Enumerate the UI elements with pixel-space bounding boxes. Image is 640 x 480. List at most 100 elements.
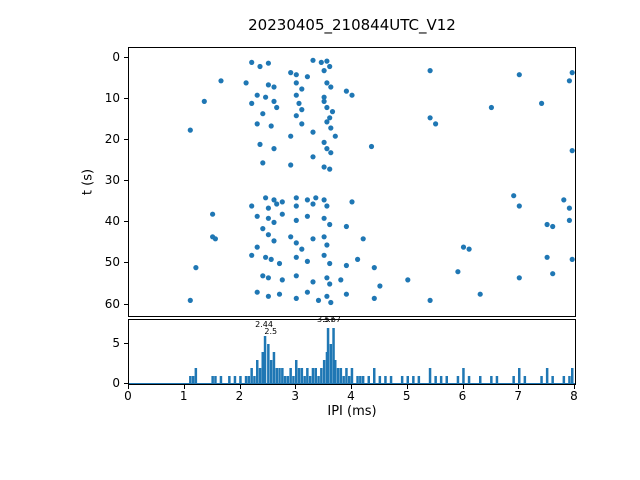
- x-tick-mark: [351, 385, 352, 389]
- scatter-point: [539, 100, 545, 106]
- scatter-point: [304, 197, 310, 203]
- x-tick-label: 4: [347, 389, 355, 403]
- histogram-bar: [417, 376, 421, 384]
- histogram-bar: [211, 376, 214, 384]
- scatter-point: [569, 148, 575, 154]
- histogram-bar: [283, 376, 287, 384]
- scatter-point: [321, 234, 327, 240]
- y-tick-label: 0: [112, 50, 120, 65]
- scatter-point: [561, 197, 567, 203]
- scatter-point: [293, 72, 299, 78]
- x-tick-label: 6: [458, 389, 467, 403]
- histogram-bar: [467, 376, 471, 384]
- peak-annotation: 2.5: [264, 327, 278, 337]
- scatter-point: [268, 123, 274, 129]
- scatter-point: [569, 256, 575, 262]
- scatter-point: [327, 166, 333, 172]
- histogram-bar: [269, 360, 273, 384]
- y-tick-mark: [124, 262, 128, 264]
- histogram-bar: [300, 368, 304, 384]
- scatter-point: [377, 283, 383, 289]
- histogram-bar: [412, 376, 415, 384]
- scatter-point: [249, 100, 255, 106]
- histogram-bar: [272, 352, 276, 384]
- scatter-point: [187, 127, 193, 133]
- scatter-point: [243, 80, 249, 86]
- scatter-point: [516, 203, 522, 209]
- x-tick-label: 7: [514, 389, 523, 403]
- histogram-bar: [406, 376, 409, 384]
- scatter-point: [265, 205, 271, 211]
- scatter-point: [257, 63, 263, 70]
- histogram-bar: [286, 376, 290, 384]
- x-tick-label: 0: [124, 389, 132, 403]
- x-axis-label: IPI (ms): [327, 404, 377, 419]
- histogram-bar: [348, 376, 351, 384]
- histogram-bar: [329, 344, 333, 384]
- histogram-bar: [256, 360, 259, 384]
- scatter-point: [324, 242, 330, 248]
- scatter-point: [304, 258, 310, 264]
- scatter-point: [405, 277, 411, 283]
- scatter-point: [466, 246, 472, 252]
- x-tick-label: 5: [402, 389, 411, 403]
- scatter-point: [279, 199, 285, 205]
- scatter-point: [276, 260, 283, 267]
- histogram-bar: [332, 328, 335, 384]
- histogram-bar: [551, 376, 554, 384]
- scatter-point: [187, 297, 193, 303]
- scatter-point: [304, 74, 310, 80]
- scatter-point: [516, 72, 522, 78]
- histogram-bar: [275, 368, 278, 384]
- scatter-point: [566, 78, 572, 84]
- scatter-point: [550, 271, 556, 277]
- histogram-bar: [434, 376, 437, 384]
- scatter-point: [324, 203, 330, 209]
- scatter-point: [279, 211, 285, 217]
- scatter-point: [328, 84, 334, 90]
- scatter-point: [265, 215, 271, 221]
- histogram-bar: [261, 352, 264, 384]
- scatter-point: [321, 164, 327, 170]
- scatter-point: [265, 82, 271, 88]
- y-tick-label: 40: [104, 214, 120, 229]
- scatter-point: [265, 275, 271, 281]
- histogram-bar: [361, 376, 365, 384]
- scatter-point: [327, 63, 333, 70]
- histogram-bar: [308, 376, 312, 384]
- scatter-point: [321, 252, 327, 258]
- scatter-point: [460, 244, 467, 250]
- histogram-bar: [456, 376, 460, 384]
- scatter-point: [455, 269, 461, 275]
- scatter-point: [327, 260, 333, 267]
- scatter-point: [260, 273, 266, 279]
- scatter-point: [249, 252, 255, 258]
- scatter-point: [293, 254, 299, 260]
- scatter-point: [371, 265, 377, 271]
- scatter-point: [321, 68, 327, 74]
- y-tick-label: 5: [112, 336, 120, 350]
- chart-title: 20230405_210844UTC_V12: [248, 16, 456, 34]
- scatter-axes: [128, 47, 576, 317]
- scatter-point: [321, 197, 327, 203]
- histogram-bar: [267, 344, 270, 384]
- x-tick-label: 8: [570, 389, 578, 403]
- histogram-bar: [311, 368, 315, 384]
- histogram-bar: [320, 368, 323, 384]
- scatter-point: [263, 195, 269, 201]
- scatter-point: [327, 115, 333, 121]
- scatter-point: [299, 107, 305, 113]
- histogram-bar: [571, 368, 574, 384]
- scatter-point: [349, 92, 355, 98]
- scatter-point: [324, 104, 330, 111]
- scatter-point: [293, 273, 299, 279]
- scatter-point: [260, 226, 266, 232]
- scatter-point: [338, 277, 344, 283]
- scatter-point: [263, 94, 269, 100]
- y-tick-label: 0: [112, 376, 120, 390]
- scatter-point: [343, 223, 349, 230]
- scatter-point: [257, 141, 263, 147]
- scatter-point: [254, 213, 260, 219]
- scatter-point: [310, 154, 316, 160]
- scatter-point: [427, 297, 433, 303]
